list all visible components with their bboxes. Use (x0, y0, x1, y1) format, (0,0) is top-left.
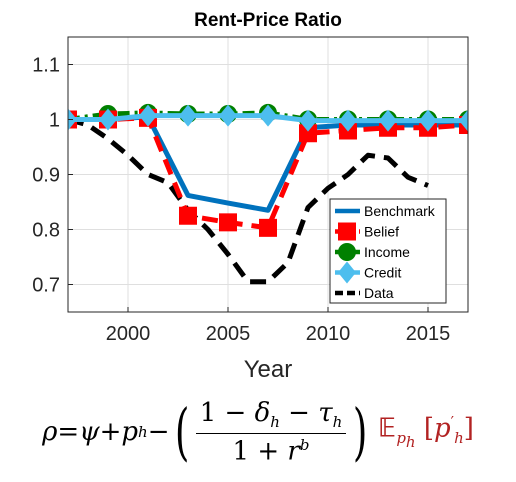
legend-label-data: Data (364, 285, 394, 301)
x-tick-label: 2015 (406, 323, 451, 345)
num-one-minus: 1 − (199, 397, 255, 428)
chart-title: Rent-Price Ratio (194, 10, 342, 31)
marker-credit (259, 104, 277, 127)
rho-symbol: ρ (42, 417, 58, 447)
expectation-sub-p: p (396, 428, 406, 447)
rent-price-chart: 2000 2005 2010 2015 0.7 0.8 0.9 1 1.1 Rent-Price … (32, 10, 469, 383)
marker-credit (219, 104, 237, 127)
marker-credit (338, 261, 356, 284)
x-tick-label: 2005 (206, 323, 251, 345)
tau-subscript: h (332, 412, 343, 431)
marker-belief (179, 206, 197, 225)
r-symbol: r (287, 436, 300, 467)
p-prime-symbol: p (434, 413, 451, 444)
right-paren: ) (353, 395, 368, 468)
legend-label-benchmark: Benchmark (364, 203, 436, 219)
num-minus: − (279, 397, 319, 428)
expectation-sub-h: h (405, 432, 416, 451)
marker-belief (299, 124, 317, 143)
left-paren: ( (174, 395, 189, 468)
x-tick-label: 2000 (106, 323, 151, 345)
prime-mark: ′ (450, 413, 455, 432)
y-tick-label: 1.1 (32, 55, 60, 77)
marker-credit (99, 108, 117, 131)
right-bracket: ] (463, 413, 474, 444)
marker-income (338, 243, 356, 261)
series-line-belief (68, 115, 468, 231)
x-axis-label: Year (244, 356, 293, 383)
fraction-denominator: 1 + rb (229, 434, 314, 467)
y-tick-label: 1 (49, 110, 60, 132)
plus-sign: + (99, 417, 122, 447)
legend-label-income: Income (364, 244, 410, 260)
marker-credit (459, 109, 468, 132)
minus-sign: − (147, 417, 170, 447)
y-tick-label: 0.7 (32, 275, 60, 297)
series-line-data (68, 117, 429, 285)
legend: Benchmark Belief Income Credit Data (329, 198, 447, 304)
marker-credit (339, 109, 357, 132)
y-tick-label: 0.8 (32, 220, 60, 242)
p-subscript: h (138, 423, 148, 441)
p-symbol: p (121, 417, 139, 447)
marker-credit (419, 109, 437, 132)
marker-credit (139, 104, 157, 127)
marker-credit (299, 109, 317, 132)
marker-credit (179, 104, 197, 127)
series-group (68, 103, 468, 285)
fraction: 1 − δh − τh 1 + rb (195, 397, 347, 467)
delta-symbol: δ (254, 397, 271, 428)
marker-belief (259, 218, 277, 237)
r-superscript: b (299, 435, 310, 454)
delta-subscript: h (270, 412, 280, 431)
den-one-plus: 1 + (232, 436, 288, 467)
legend-label-belief: Belief (364, 224, 399, 240)
y-tick-label: 0.9 (32, 165, 60, 187)
marker-credit (379, 109, 397, 132)
expectation-symbol: 𝔼 (378, 413, 397, 444)
x-tick-label: 2010 (306, 323, 351, 345)
legend-label-credit: Credit (364, 265, 401, 281)
marker-belief (219, 213, 237, 232)
equals-sign: = (57, 417, 80, 447)
psi-symbol: ψ (79, 417, 100, 447)
marker-belief (338, 222, 356, 241)
tau-symbol: τ (318, 397, 333, 428)
left-bracket: [ (415, 413, 435, 444)
expectation-subscript: ph (396, 428, 415, 451)
expectation-term: 𝔼ph [p′h] (378, 413, 473, 451)
p-prime-subscript: h (454, 428, 464, 447)
fraction-numerator: 1 − δh − τh (195, 397, 347, 434)
